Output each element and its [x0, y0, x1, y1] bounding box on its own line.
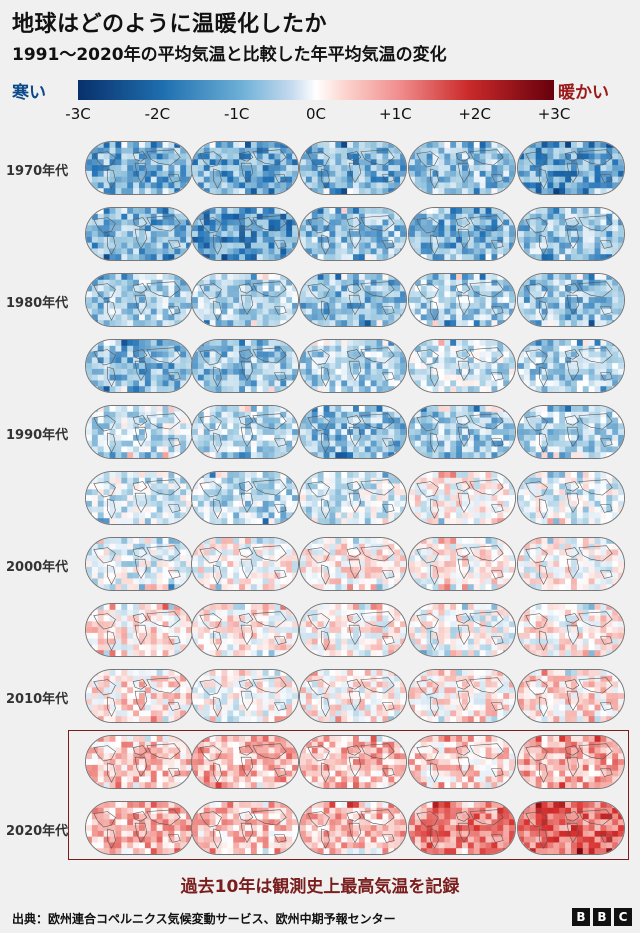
year-map-2001	[191, 537, 299, 591]
year-map-1993	[408, 405, 516, 459]
year-map-1986	[191, 339, 299, 393]
legend-tick: +3C	[537, 105, 571, 123]
year-map-1995	[85, 471, 193, 525]
year-map-1987	[299, 339, 407, 393]
year-map-1975	[85, 207, 193, 261]
year-map-2003	[408, 537, 516, 591]
chart-subtitle: 1991～2020年の平均気温と比較した年平均気温の変化	[12, 45, 447, 65]
year-map-1988	[408, 339, 516, 393]
year-map-2006	[191, 603, 299, 657]
year-map-1978	[408, 207, 516, 261]
year-map-2005	[85, 603, 193, 657]
bbc-letter-b1: B	[572, 908, 590, 926]
year-map-1989	[517, 339, 625, 393]
year-map-2009	[517, 603, 625, 657]
year-map-1972	[299, 141, 407, 195]
year-map-2004	[517, 537, 625, 591]
year-map-1979	[517, 207, 625, 261]
legend-tick: -1C	[223, 105, 250, 123]
year-map-1998	[408, 471, 516, 525]
legend-tick: +2C	[458, 105, 491, 123]
year-map-2000	[85, 537, 193, 591]
chart-title: 地球はどのように温暖化したか	[12, 12, 328, 37]
year-map-1996	[191, 471, 299, 525]
year-map-1984	[517, 273, 625, 327]
year-map-1991	[191, 405, 299, 459]
legend-tick: -2C	[144, 105, 171, 123]
source-note: 出典：欧州連合コペルニクス気候変動サービス、欧州中期予報センター	[12, 912, 396, 926]
legend-tick: 0C	[305, 105, 327, 123]
year-map-2012	[299, 669, 407, 723]
year-map-1981	[191, 273, 299, 327]
year-map-1970	[85, 141, 193, 195]
year-map-1976	[191, 207, 299, 261]
year-map-1999	[517, 471, 625, 525]
year-map-1985	[85, 339, 193, 393]
year-map-1973	[408, 141, 516, 195]
year-map-1982	[299, 273, 407, 327]
legend-warm-label: 暖かい	[558, 83, 609, 103]
year-map-2016	[191, 735, 299, 789]
year-map-2019	[517, 735, 625, 789]
legend-tick: -3C	[65, 105, 91, 123]
year-map-1992	[299, 405, 407, 459]
recent-decade-highlight	[68, 730, 629, 860]
decade-label: 1970年代	[6, 164, 69, 179]
year-map-1990	[85, 405, 193, 459]
year-map-1994	[517, 405, 625, 459]
year-map-2018	[408, 735, 516, 789]
decade-label: 1990年代	[6, 428, 69, 443]
decade-label: 2000年代	[6, 560, 69, 575]
year-map-2015	[85, 735, 193, 789]
year-map-1974	[517, 141, 625, 195]
legend-cold-label: 寒い	[12, 83, 46, 103]
year-map-2008	[408, 603, 516, 657]
decade-label: 1980年代	[6, 296, 69, 311]
bbc-letter-c: C	[614, 908, 632, 926]
year-map-2007	[299, 603, 407, 657]
year-map-2021	[191, 801, 299, 855]
legend-colorbar	[78, 80, 554, 100]
year-map-1980	[85, 273, 193, 327]
annotation: 過去10年は観測史上最高気温を記録	[180, 877, 460, 897]
year-map-2002	[299, 537, 407, 591]
year-map-2024	[517, 801, 625, 855]
decade-label: 2020年代	[6, 824, 69, 839]
year-map-2010	[85, 669, 193, 723]
year-map-1997	[299, 471, 407, 525]
year-map-2013	[408, 669, 516, 723]
year-map-2011	[191, 669, 299, 723]
year-map-2014	[517, 669, 625, 723]
year-map-1983	[408, 273, 516, 327]
year-map-1977	[299, 207, 407, 261]
year-map-1971	[191, 141, 299, 195]
legend-tick: +1C	[379, 105, 412, 123]
bbc-letter-b2: B	[593, 908, 611, 926]
decade-label: 2010年代	[6, 692, 69, 707]
